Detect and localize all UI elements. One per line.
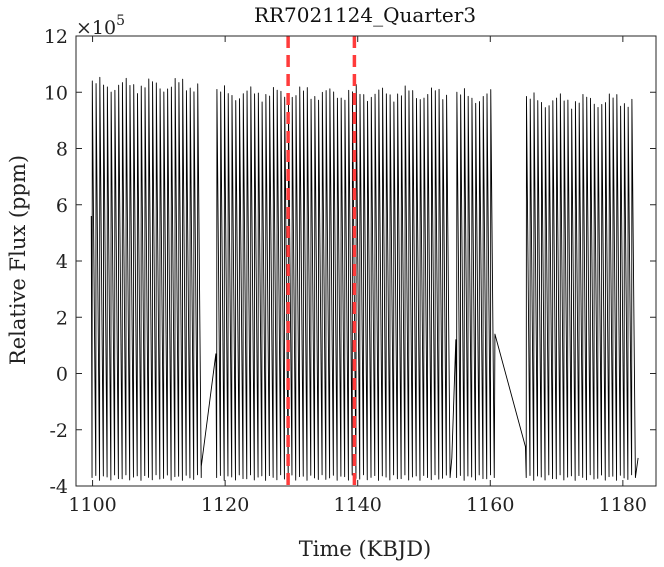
y-tick-label: 10 bbox=[44, 82, 68, 104]
y-tick-label: 2 bbox=[56, 307, 68, 329]
chart-title: RR7021124_Quarter3 bbox=[254, 3, 476, 27]
x-tick-label: 1140 bbox=[334, 494, 382, 516]
y-tick-label: -4 bbox=[49, 476, 68, 498]
y-axis-label: Relative Flux (ppm) bbox=[6, 155, 30, 365]
y-tick-label: 4 bbox=[56, 251, 68, 273]
light-curve-line bbox=[90, 76, 639, 481]
x-tick-label: 1180 bbox=[599, 494, 647, 516]
x-tick-label: 1160 bbox=[466, 494, 514, 516]
y-tick-label: 12 bbox=[44, 26, 68, 48]
y-tick-label: 6 bbox=[56, 195, 68, 217]
plot-content bbox=[90, 76, 639, 481]
x-axis-label: Time (KBJD) bbox=[299, 537, 432, 561]
y-tick-label: 0 bbox=[56, 364, 68, 386]
y-tick-label: -2 bbox=[49, 420, 68, 442]
x-tick-label: 1100 bbox=[68, 494, 116, 516]
y-exponent-power: 5 bbox=[116, 13, 125, 29]
x-axis: 1100 1120 1140 1160 1180 bbox=[68, 36, 647, 516]
y-exponent-label: ×105 bbox=[76, 13, 125, 39]
x-tick-label: 1120 bbox=[201, 494, 249, 516]
y-tick-label: 8 bbox=[56, 139, 68, 161]
y-axis: -4 -2 0 2 4 6 8 10 12 bbox=[44, 26, 656, 498]
